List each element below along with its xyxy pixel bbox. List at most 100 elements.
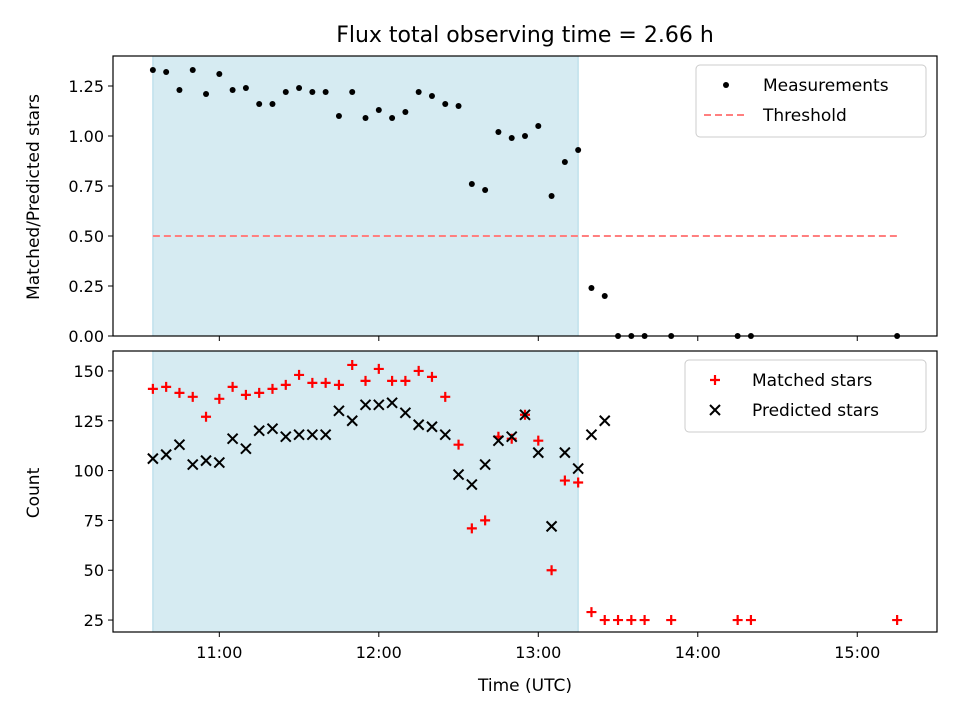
predicted-star-point (585, 428, 598, 441)
matched-star-point (227, 381, 238, 392)
matched-star-point (546, 565, 557, 576)
axes-frame (112, 55, 938, 337)
x-tick-label: 11:00 (196, 643, 242, 662)
predicted-star-point (240, 442, 252, 455)
measurement-point (468, 181, 475, 187)
predicted-star-point (306, 428, 319, 441)
measurement-point (256, 101, 263, 107)
legend-label: Measurements (763, 76, 889, 96)
ratio-panel: Matched/Predicted stars 0.00 0.25 0.50 0.75… (24, 55, 938, 346)
predicted-star-point (160, 448, 172, 461)
matched-star-point (201, 411, 212, 422)
x-tick-label: 13:00 (515, 643, 561, 662)
measurement-point (601, 293, 608, 299)
x-tick-label: 14:00 (675, 643, 721, 662)
matched-star-point (413, 365, 424, 376)
y-tick-label: 0.50 (68, 227, 104, 246)
measurement-point (389, 115, 396, 121)
matched-star-point (453, 439, 464, 450)
chart-title: Flux total observing time = 2.66 h (336, 23, 714, 48)
predicted-star-point (559, 446, 571, 459)
predicted-star-point (532, 446, 544, 459)
legend: Matched stars Predicted stars (684, 359, 927, 433)
y-tick-label: 125 (73, 412, 104, 431)
matched-star-point (573, 477, 584, 488)
matched-star-point (440, 391, 451, 402)
matched-star-point (559, 475, 570, 486)
matched-star-point (161, 381, 172, 392)
predicted-star-point (545, 520, 558, 533)
measurement-point (269, 101, 276, 107)
matched-star-point (320, 377, 331, 388)
y-tick-label: 50 (84, 561, 104, 580)
matched-star-point (360, 375, 371, 386)
measurement-point (375, 107, 382, 113)
predicted-star-point (319, 428, 332, 441)
matched-star-point (745, 615, 756, 626)
measurement-point (522, 133, 528, 139)
measurement-point (362, 115, 369, 121)
measurement-point (149, 67, 156, 73)
matched-star-point (174, 387, 185, 398)
legend: Measurements Threshold (695, 64, 927, 138)
legend-label: Matched stars (752, 371, 872, 391)
measurement-point (282, 89, 289, 95)
legend-marker-swatch (709, 404, 721, 416)
predicted-star-point (173, 438, 186, 451)
matched-star-point (732, 615, 743, 626)
measurement-point (588, 285, 595, 291)
matched-star-point (387, 375, 398, 386)
matched-star-point (466, 523, 477, 534)
legend-box (695, 64, 927, 138)
measurement-point (335, 113, 342, 119)
measurement-point (482, 187, 489, 193)
measurement-point (535, 123, 542, 129)
predicted-star-point (572, 462, 584, 475)
predicted-star-point (187, 458, 199, 471)
predicted-star-point (466, 478, 478, 491)
matched-star-point (666, 615, 677, 626)
matched-star-point (280, 379, 291, 390)
y-tick-label: 1.25 (68, 77, 104, 96)
y-tick-label: 1.00 (68, 127, 104, 146)
measurement-point (189, 67, 196, 73)
measurement-point (309, 89, 316, 95)
predicted-star-point (346, 415, 358, 427)
matched-star-point (599, 615, 610, 626)
measurement-point (402, 109, 409, 115)
measurement-point (322, 89, 329, 95)
predicted-star-point (492, 434, 505, 447)
measurement-point (495, 129, 502, 135)
measurement-point (415, 89, 422, 95)
matched-star-point (400, 375, 411, 386)
matched-star-point (187, 391, 198, 402)
predicted-star-point (333, 405, 345, 417)
predicted-star-point (426, 421, 438, 433)
axes-frame (112, 350, 938, 633)
y-tick-label: 150 (73, 362, 104, 381)
measurement-point (216, 71, 223, 77)
matched-star-point (147, 383, 158, 394)
matched-star-point (333, 379, 344, 390)
matched-star-point (426, 371, 437, 382)
predicted-star-point (226, 432, 239, 445)
x-tick-label: 12:00 (356, 643, 402, 662)
matched-star-point (347, 359, 358, 370)
predicted-star-point (147, 452, 159, 465)
matched-star-point (586, 607, 597, 618)
predicted-star-point (519, 409, 531, 421)
legend-label: Threshold (762, 106, 847, 126)
observing-span-shade (152, 55, 579, 337)
matched-star-point (240, 389, 251, 400)
matched-star-point (626, 615, 637, 626)
legend-marker-swatch (710, 375, 720, 385)
predicted-star-point (293, 428, 305, 441)
measurement-point (163, 69, 170, 75)
predicted-star-point (266, 423, 279, 435)
predicted-star-point (452, 468, 465, 481)
measurement-point (176, 87, 183, 93)
predicted-star-point (412, 419, 425, 431)
ratio-y-axis-label: Matched/Predicted stars (24, 94, 44, 300)
y-tick-label: 0.75 (68, 177, 104, 196)
y-tick-label: 25 (84, 611, 104, 630)
